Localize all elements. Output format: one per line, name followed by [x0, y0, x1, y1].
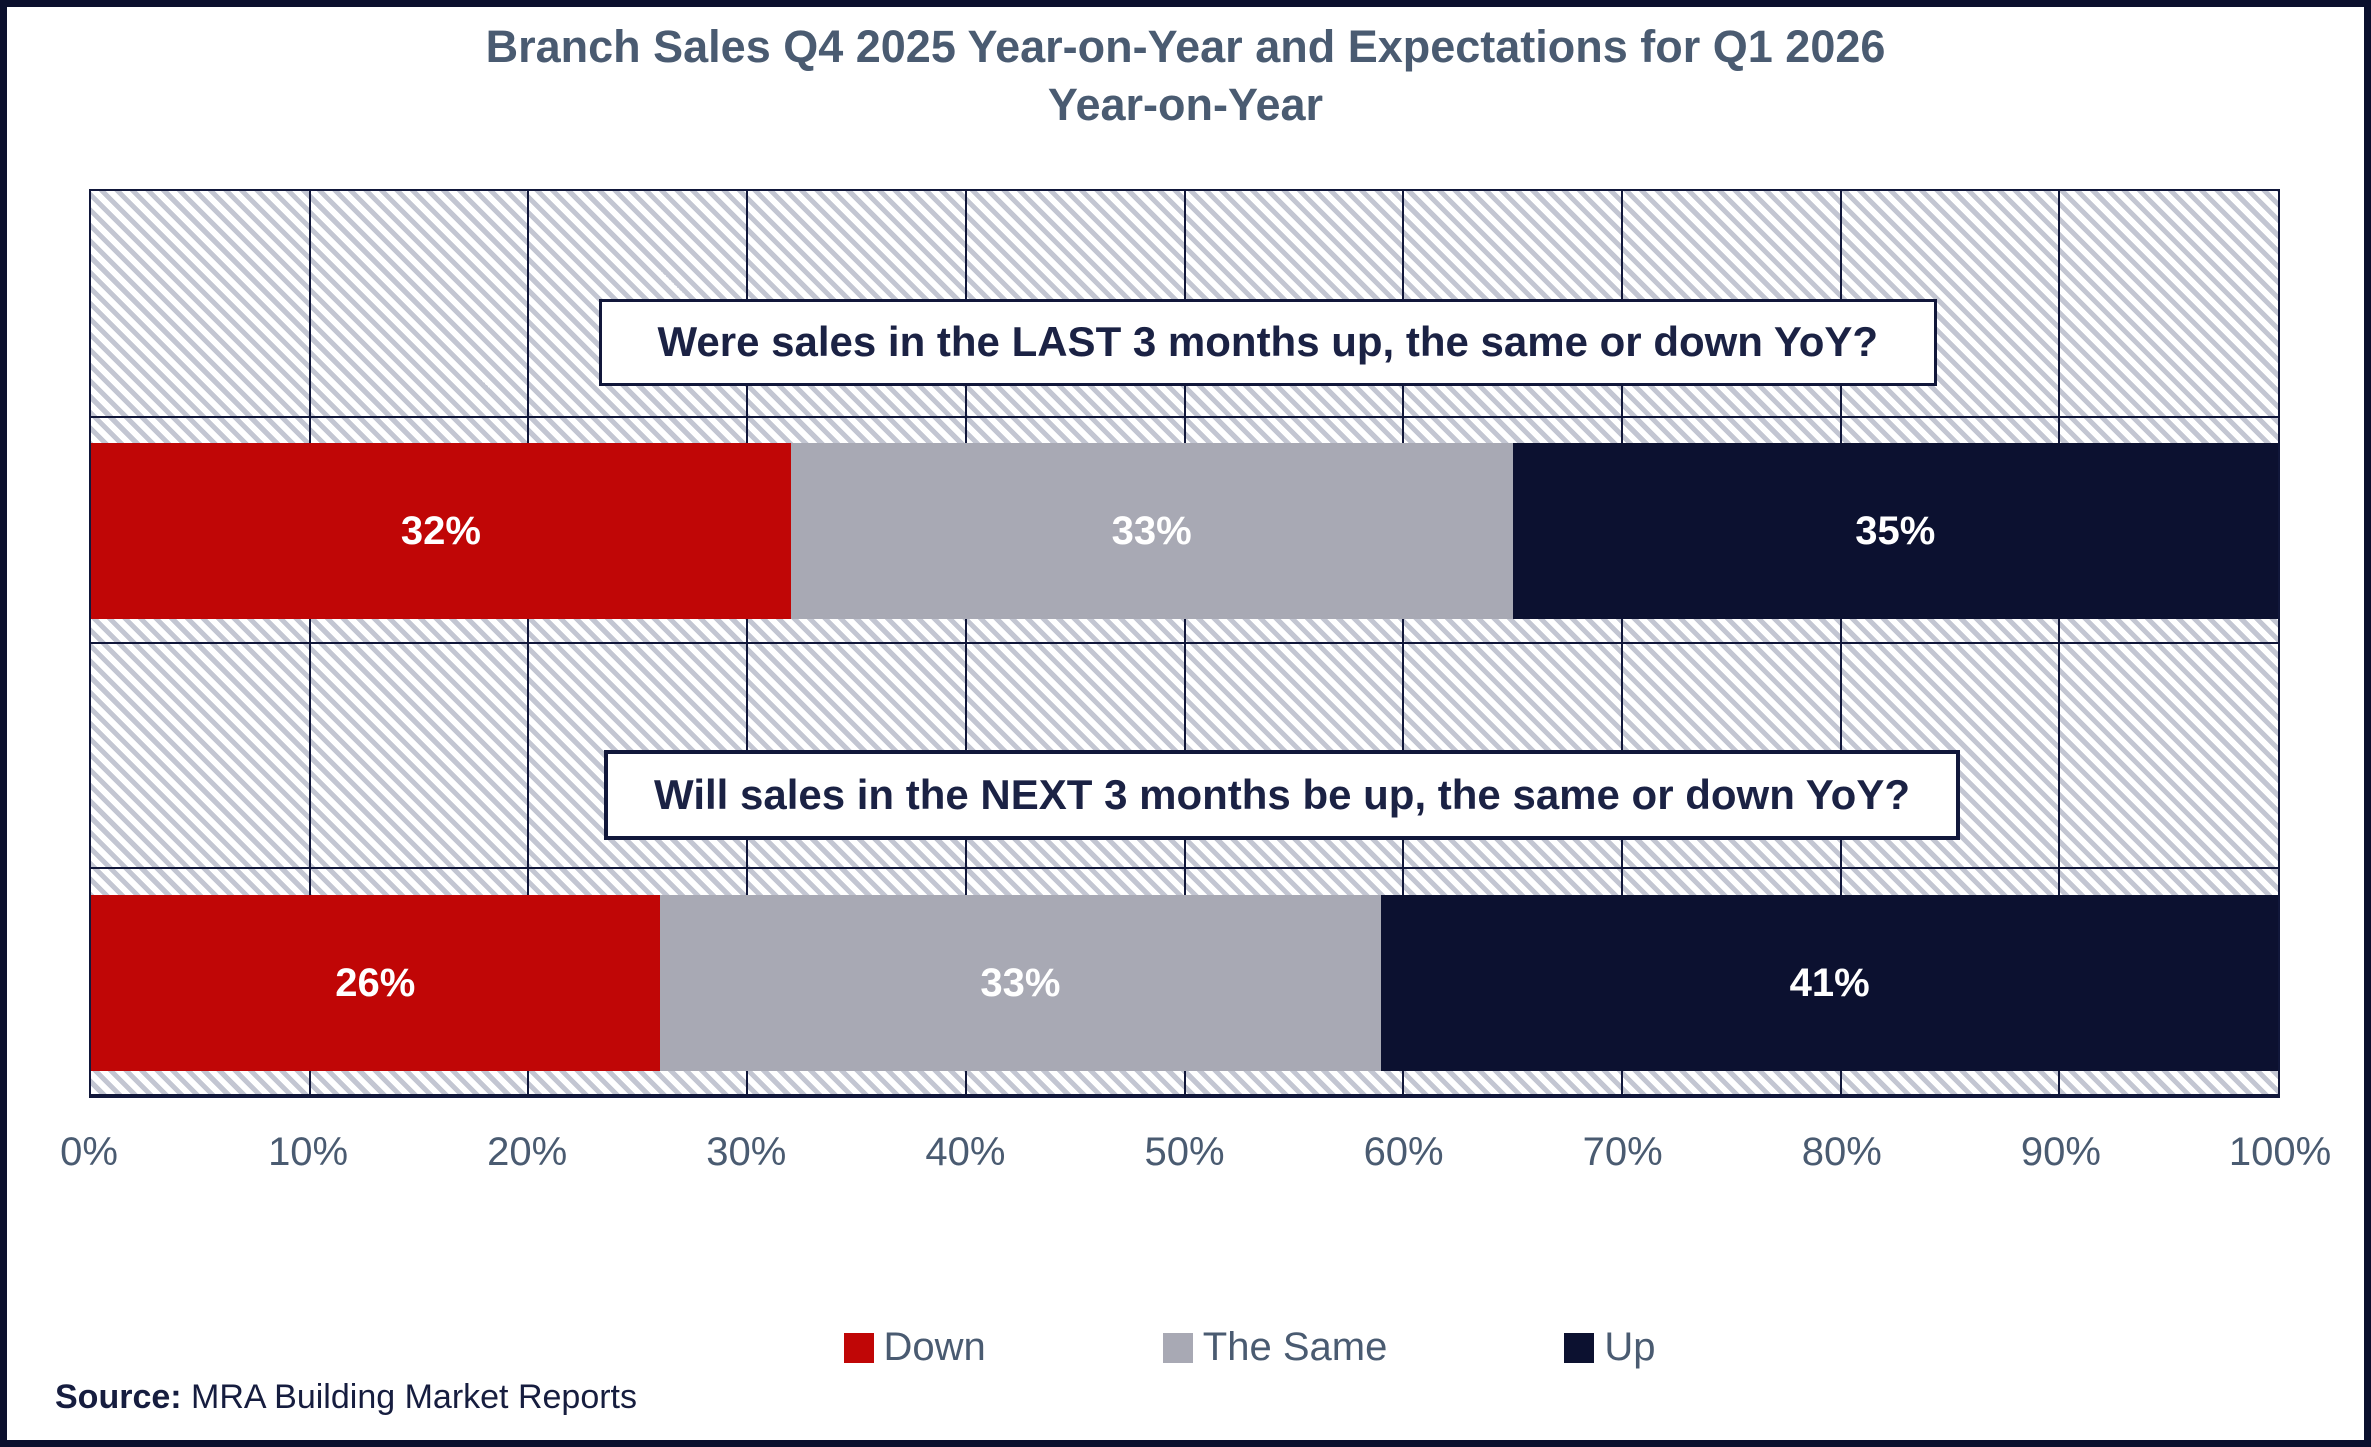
chart-title: Branch Sales Q4 2025 Year-on-Year and Ex… — [0, 18, 2371, 134]
bar-segment-down: 26% — [91, 895, 660, 1072]
x-tick-0: 0% — [60, 1130, 118, 1174]
x-tick-100: 100% — [2228, 1130, 2332, 1174]
x-tick-20: 20% — [487, 1130, 568, 1174]
bar-segment-same: 33% — [790, 443, 1513, 620]
x-tick-40: 40% — [925, 1130, 1006, 1174]
legend-item-down: Down — [843, 1325, 986, 1370]
x-tick-10: 10% — [268, 1130, 349, 1174]
plot-area: Were sales in the LAST 3 months up, the … — [89, 189, 2280, 1098]
source-label: Source: — [55, 1378, 182, 1416]
x-tick-50: 50% — [1144, 1130, 1225, 1174]
source-line: Source: MRA Building Market Reports — [55, 1378, 637, 1417]
legend-label-same: The Same — [1202, 1325, 1388, 1369]
bar-segment-up-label: 35% — [1855, 508, 1936, 553]
x-tick-80: 80% — [1801, 1130, 1882, 1174]
legend-swatch-up-icon — [1564, 1332, 1595, 1363]
x-tick-60: 60% — [1363, 1130, 1444, 1174]
bar-segment-up-label: 41% — [1789, 960, 1870, 1005]
legend-item-same: The Same — [1162, 1325, 1388, 1370]
bar-segment-same: 33% — [659, 895, 1382, 1072]
bar-segment-down: 32% — [91, 443, 791, 620]
question-text-next-3-months: Will sales in the NEXT 3 months be up, t… — [654, 771, 1910, 818]
bar-row-next-3-months: 26% 33% 41% — [91, 895, 2278, 1072]
question-box-next-3-months: Will sales in the NEXT 3 months be up, t… — [604, 750, 1960, 840]
x-tick-70: 70% — [1582, 1130, 1663, 1174]
chart-title-line1: Branch Sales Q4 2025 Year-on-Year and Ex… — [485, 21, 1886, 72]
legend-item-up: Up — [1564, 1325, 1655, 1370]
source-text: MRA Building Market Reports — [181, 1378, 637, 1416]
x-axis: 0% 10% 20% 30% 40% 50% 60% 70% 80% 90% 1… — [60, 1130, 2331, 1190]
bar-segment-up: 41% — [1381, 895, 2278, 1072]
question-box-last-3-months: Were sales in the LAST 3 months up, the … — [599, 299, 1937, 386]
bar-row-last-3-months: 32% 33% 35% — [91, 443, 2278, 620]
gridline-horizontal-1 — [91, 415, 2278, 418]
bar-segment-down-label: 32% — [400, 508, 481, 553]
legend-label-up: Up — [1604, 1325, 1656, 1369]
legend-label-down: Down — [883, 1325, 986, 1369]
bar-segment-same-label: 33% — [1111, 508, 1192, 553]
chart-title-line2: Year-on-Year — [1047, 79, 1324, 130]
bar-segment-up: 35% — [1512, 443, 2278, 620]
legend-swatch-down-icon — [843, 1332, 874, 1363]
x-tick-90: 90% — [2020, 1130, 2101, 1174]
gridline-horizontal-2 — [91, 641, 2278, 644]
legend: Down The Same Up — [0, 1325, 2371, 1370]
legend-swatch-same-icon — [1162, 1332, 1193, 1363]
bar-segment-down-label: 26% — [335, 960, 416, 1005]
x-tick-30: 30% — [706, 1130, 787, 1174]
bar-segment-same-label: 33% — [980, 960, 1061, 1005]
question-text-last-3-months: Were sales in the LAST 3 months up, the … — [657, 318, 1879, 366]
gridline-horizontal-3 — [91, 867, 2278, 870]
